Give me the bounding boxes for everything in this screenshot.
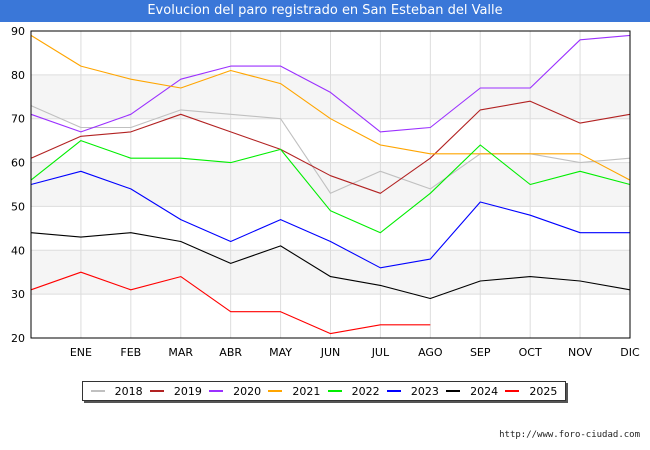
y-tick-label: 60 <box>11 157 25 170</box>
legend-item: 2021 <box>268 385 320 398</box>
legend-label: 2020 <box>233 384 262 398</box>
x-tick-label: OCT <box>519 346 542 359</box>
x-tick-label: MAY <box>269 346 292 359</box>
series-line-2021 <box>30 34 631 181</box>
axes <box>30 30 631 339</box>
legend-item: 2024 <box>446 385 498 398</box>
legend-label: 2018 <box>114 384 143 398</box>
series-line-2025 <box>30 271 431 335</box>
legend-label: 2025 <box>529 384 558 398</box>
legend-label: 2023 <box>410 384 439 398</box>
y-tick-label: 20 <box>11 332 25 345</box>
x-tick-label: ABR <box>219 346 242 359</box>
legend-swatch <box>90 390 105 392</box>
series-lines <box>30 34 631 335</box>
legend-item: 2023 <box>386 384 439 398</box>
legend-label: 2019 <box>173 384 202 398</box>
legend: 2018 2019 2020 2021 2022 2023 2024 2025 <box>82 381 566 401</box>
series-line-2023 <box>30 170 630 269</box>
chart-title: Evolucion del paro registrado en San Est… <box>0 0 650 22</box>
y-tick-label: 70 <box>11 113 25 126</box>
legend-swatch <box>446 390 461 392</box>
series-line-2020 <box>30 34 631 133</box>
x-tick-label: SEP <box>470 346 491 359</box>
legend-item: 2019 <box>149 384 202 398</box>
legend-label: 2024 <box>470 384 499 398</box>
legend-item: 2020 <box>209 385 261 398</box>
x-tick-label: ENE <box>70 346 92 359</box>
y-tick-label: 80 <box>11 69 25 82</box>
x-tick-label: JUN <box>320 346 341 359</box>
y-tick-label: 50 <box>11 200 25 213</box>
plot-border <box>30 30 631 339</box>
x-tick-label: NOV <box>568 346 593 359</box>
legend-label: 2022 <box>351 384 380 398</box>
legend-label: 2021 <box>292 384 321 398</box>
x-tick-label: AGO <box>418 346 443 359</box>
legend-swatch <box>149 390 164 392</box>
x-tick-label: MAR <box>168 346 193 359</box>
legend-item: 2022 <box>327 384 380 398</box>
y-tick-label: 90 <box>11 25 25 38</box>
legend-swatch <box>505 390 520 392</box>
x-tick-label: JUL <box>371 346 390 359</box>
legend-item: 2025 <box>505 385 557 398</box>
legend-item: 2018 <box>90 384 143 398</box>
x-tick-label: FEB <box>120 346 141 359</box>
legend-swatch <box>209 390 224 392</box>
series-line-2022 <box>30 140 631 234</box>
source-url: http://www.foro-ciudad.com <box>499 430 640 440</box>
legend-swatch <box>386 390 401 392</box>
series-line-2019 <box>30 100 631 194</box>
y-tick-label: 30 <box>11 288 25 301</box>
y-tick-label: 40 <box>11 244 25 257</box>
legend-swatch <box>268 390 283 392</box>
x-tick-label: DIC <box>620 346 640 359</box>
tick-labels: 20 30 40 50 60 70 80 90 ENE FEB MAR ABR MAY JUN JUL AGO… <box>11 25 640 359</box>
series-line-2024 <box>30 232 631 300</box>
legend-swatch <box>327 390 342 392</box>
